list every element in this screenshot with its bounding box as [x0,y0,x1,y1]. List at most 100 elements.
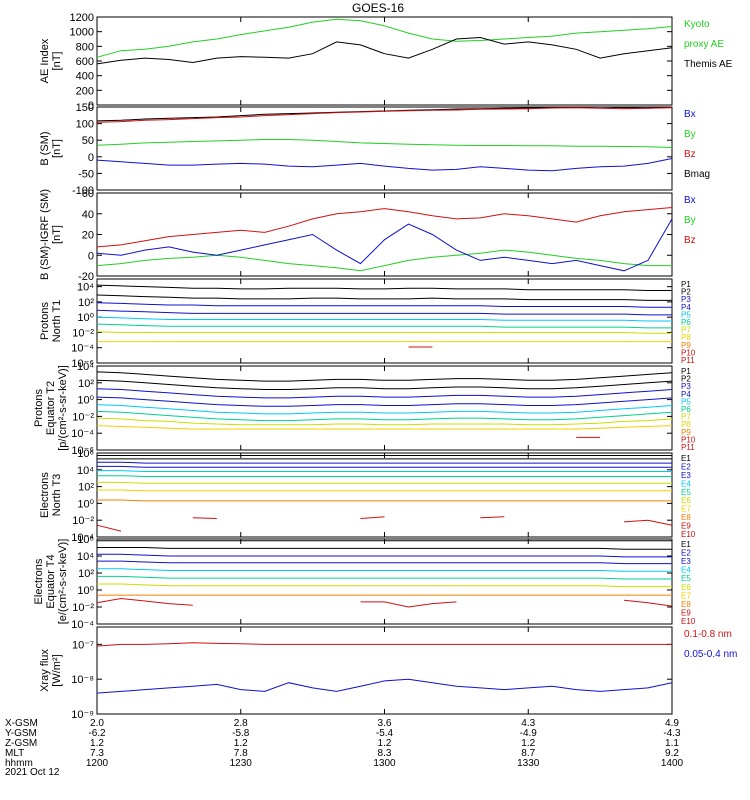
xaxis-row-value: 2.0 [90,718,104,729]
y-tick-label: 10⁻⁹ [71,709,94,721]
series-line-protons_equator-4 [96,404,673,415]
series-line-protons_north-3 [96,309,672,316]
xaxis-row-value: 1230 [230,758,253,769]
y-tick-label: 20 [82,230,94,242]
xaxis-row-value: 4.9 [665,718,679,729]
legend-electrons_equator-7: E8 [681,600,691,609]
y-axis-label: [nT] [51,52,63,71]
series-line-protons_north-1 [96,294,672,301]
x-axis-table: X-GSM 2.0 2.8 3.6 4.3 4.9 Y-GSM -6.2 -5.8 -5.4 -4.… [5,718,684,769]
y-tick-label: 200 [76,85,94,97]
series-line-b_sm_igrf-0 [96,207,673,248]
y-axis-label: Xray flux [39,649,51,692]
y-axis-label: North T1 [51,300,63,343]
y-axis-label: Protons [33,389,45,427]
y-axis-label: North T3 [51,474,63,517]
legend-electrons_equator-6: E7 [681,591,691,600]
y-tick-label: 10⁻⁸ [71,674,94,686]
y-tick-label: 10⁻² [72,515,94,527]
legend-xray-1: 0.05-0.4 nm [684,649,737,660]
y-axis-label: Protons [39,302,51,340]
y-tick-label: 10⁰ [77,585,94,597]
xaxis-row-value: 8.7 [521,748,535,759]
legend-electrons_equator-0: E1 [681,540,691,549]
xaxis-row-value: 1200 [86,758,109,769]
series-line-ae-1 [96,36,673,65]
legend-protons_north-3: P4 [681,303,691,312]
series-line-protons_equator-2 [96,388,673,399]
y-tick-label: 600 [76,56,94,68]
xaxis-row-value: -6.2 [88,728,106,739]
legend-protons_equator-9: P10 [681,435,696,444]
panel-protons_equator: 10⁻⁶ 10⁻⁴ 10⁻² 10⁰ 10² 10⁴ Protons Equator T2 [p… [33,361,696,457]
panel-b_sm: -100 -50 0 50 100 150 B (SM) [nT] Bx By Bz Bmag [39,102,710,197]
xaxis-row-value: 8.3 [378,748,392,759]
y-axis-label: Equator T4 [45,554,57,608]
y-axis-label: [p/(cm²-s-sr-keV)] [57,365,69,451]
xaxis-row-value: 1.2 [378,738,392,749]
y-tick-label: 100 [76,119,94,131]
legend-protons_north-4: P5 [681,310,691,319]
xaxis-row-label: Y-GSM [5,728,37,739]
y-tick-label: 50 [82,135,94,147]
y-tick-label: 10⁰ [77,395,94,407]
legend-electrons_north-8: E9 [681,522,691,531]
y-tick-label: 10⁻⁷ [72,639,94,651]
legend-protons_equator-2: P3 [681,382,691,391]
legend-b_sm-3: Bmag [684,169,710,180]
series-line-protons_north-2 [96,302,672,308]
legend-electrons_equator-3: E4 [681,566,691,575]
panel-frame [96,192,673,277]
series-line-protons_equator-7 [96,425,673,430]
legend-xray-0: 0.1-0.8 nm [684,629,732,640]
legend-b_sm-1: By [684,129,696,140]
y-tick-label: 0 [88,152,94,164]
y-tick-label: 10⁴ [77,465,94,477]
legend-b_sm-2: Bz [684,149,696,160]
series-line-protons_north-0 [96,284,672,291]
xaxis-row-value: -5.4 [376,728,394,739]
series-line-protons_north-5 [96,323,672,329]
legend-protons_equator-10: P11 [681,443,695,452]
xaxis-row-value: 1.1 [665,738,679,749]
legend-protons_north-1: P2 [681,288,691,297]
y-tick-label: 10² [78,568,94,580]
y-tick-label: 10⁰ [77,498,94,510]
series-line-protons_equator-1 [96,379,673,390]
y-tick-label: 0 [88,250,94,262]
panel-b_sm_igrf: -20 0 20 40 60 B (SM)-IGRF (SM) [nT] Bx By Bz [39,188,696,283]
figure-title: GOES-16 [352,1,404,15]
y-tick-label: 10⁻² [72,602,94,614]
xaxis-row-value: -4.3 [663,728,681,739]
series-line-b_sm-3 [96,158,673,172]
y-tick-label: 10⁴ [77,551,94,563]
series-line-electrons_equator-4 [97,568,672,572]
legend-b_sm_igrf-0: Bx [684,195,696,206]
y-tick-label: 10⁰ [77,312,94,324]
xaxis-row-value: 7.3 [90,748,104,759]
legend-electrons_equator-9: E10 [681,617,696,626]
legend-electrons_equator-5: E6 [681,583,691,592]
xaxis-row-label: hhmm [5,758,33,769]
series-line-electrons_north-6 [97,481,672,484]
legend-protons_north-6: P7 [681,326,691,335]
panel-frame [96,278,673,364]
y-tick-label: 800 [76,41,94,53]
legend-protons_equator-0: P1 [681,367,691,376]
y-tick-label: 40 [82,209,94,221]
y-tick-label: 10⁻⁴ [71,619,94,631]
panel-protons_north: 10⁻⁶ 10⁻⁴ 10⁻² 10⁰ 10² 10⁴ Protons North T1 P1P2… [39,278,696,370]
y-tick-label: 400 [76,71,94,83]
series-line-b_sm-1 [96,107,673,123]
y-tick-label: 10⁻² [72,327,94,339]
legend-protons_north-7: P8 [681,333,691,342]
date-label: 2021 Oct 12 [5,767,60,778]
panel-xray: 10⁻⁹ 10⁻⁸ 10⁻⁷ Xray flux [W/m²] 0.1-0.8 nm 0.0… [39,626,737,721]
series-line-electrons_equator-6 [97,583,672,588]
y-axis-label: AE Index [39,38,51,83]
panel-electrons_equator: 10⁻⁴ 10⁻² 10⁰ 10² 10⁴ 10⁶ Electrons Equator T4[… [33,534,696,631]
y-tick-label: 1000 [70,27,94,39]
